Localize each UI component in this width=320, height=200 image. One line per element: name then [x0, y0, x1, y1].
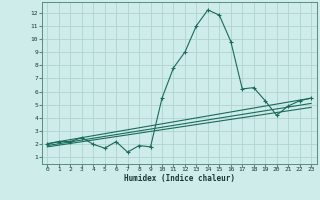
- X-axis label: Humidex (Indice chaleur): Humidex (Indice chaleur): [124, 174, 235, 183]
